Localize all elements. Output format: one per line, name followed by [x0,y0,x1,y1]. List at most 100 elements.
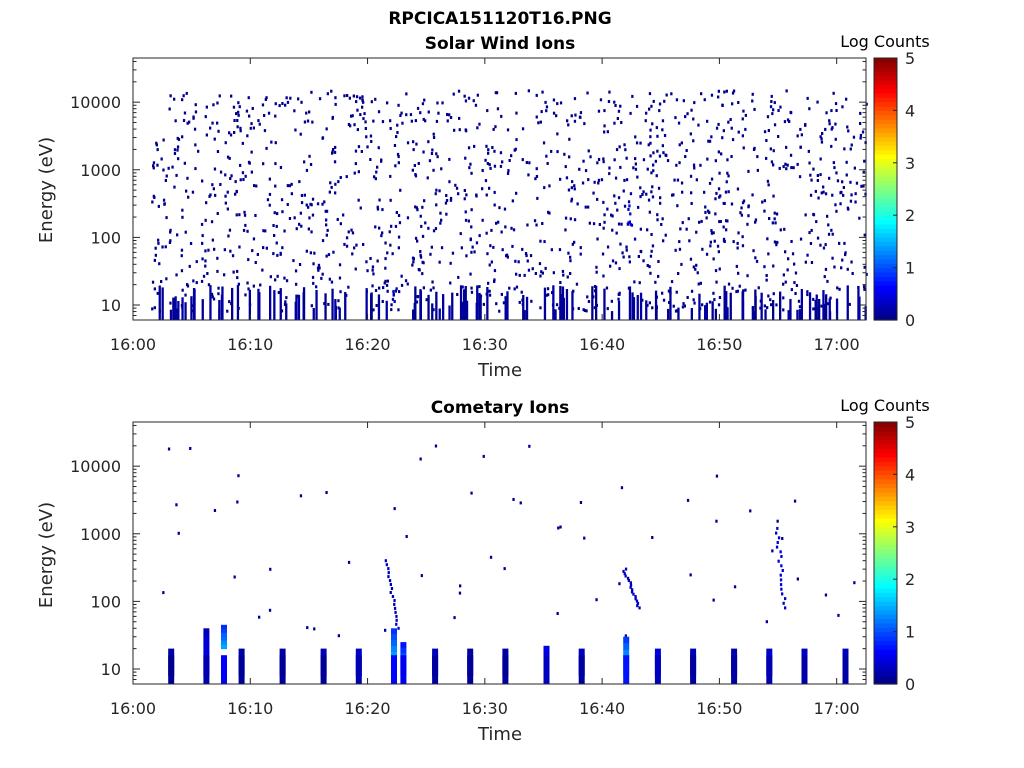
colorbar-segment [874,474,897,480]
colorbar-segment [874,478,897,484]
heatmap-cell [731,648,738,654]
heatmap-cell [754,289,757,320]
heatmap-cell [655,304,658,320]
y-tick-label: 1000 [80,161,121,180]
heatmap-cell [798,175,802,179]
heatmap-cell [498,206,501,210]
heatmap-cell [285,279,289,283]
heatmap-cell [784,162,787,166]
heatmap-cell [432,136,436,139]
heatmap-cell [181,297,184,320]
heatmap-cell [569,272,572,275]
colorbar-segment [874,228,897,234]
heatmap-cell [687,217,690,221]
heatmap-cell [452,92,455,96]
heatmap-cell [595,270,598,274]
heatmap-cell [695,263,698,267]
heatmap-cell [645,111,648,115]
heatmap-cell [154,246,157,250]
heatmap-cell [307,227,310,231]
heatmap-cell [232,105,236,109]
colorbar-segment [874,193,897,199]
x-tick-label: 16:10 [227,335,273,354]
heatmap-cell [459,584,462,588]
heatmap-cell [772,163,775,167]
heatmap-cell [731,286,734,290]
heatmap-cell [564,216,568,220]
heatmap-cell [237,113,240,117]
heatmap-cell [242,228,246,232]
heatmap-cell [773,217,776,221]
heatmap-cell [601,252,605,256]
heatmap-cell [822,190,825,194]
heatmap-cell [283,276,286,280]
heatmap-cell [410,119,413,123]
heatmap-cell [755,259,759,263]
heatmap-cell [244,223,247,227]
heatmap-cell [221,624,227,630]
heatmap-cell [411,263,414,267]
heatmap-cell [779,228,782,232]
heatmap-cell [502,648,509,654]
heatmap-cell [656,218,659,222]
heatmap-cell [377,146,380,150]
heatmap-cell [742,109,745,113]
heatmap-cell [412,257,415,261]
heatmap-cell [785,145,788,149]
heatmap-cell [290,192,293,196]
heatmap-cell [773,101,776,105]
heatmap-cell [649,271,652,275]
heatmap-cell [555,303,559,307]
colorbar-segment [874,491,897,497]
heatmap-cell [815,220,818,224]
heatmap-cell [482,454,485,458]
heatmap-cell [365,260,368,264]
heatmap-cell [421,102,425,106]
heatmap-cell [254,261,257,264]
colorbar-segment [874,544,897,550]
heatmap-cell [535,175,539,178]
heatmap-cell [543,287,547,320]
heatmap-cell [722,201,725,205]
heatmap-cell [346,94,349,97]
heatmap-cell [659,201,662,205]
x-tick-label: 16:10 [227,699,273,718]
heatmap-cell [339,290,342,294]
heatmap-cell [844,251,847,255]
heatmap-cell [374,289,378,292]
heatmap-cell [723,90,726,94]
heatmap-cell [164,245,167,249]
heatmap-cell [724,190,728,194]
heatmap-cell [158,262,161,266]
heatmap-cell [209,285,212,320]
heatmap-cell [620,222,623,226]
heatmap-cell [676,178,680,182]
heatmap-cell [725,89,728,93]
heatmap-cell [370,100,373,104]
colorbar-segment [874,154,897,160]
heatmap-cell [216,121,219,125]
heatmap-cell [228,300,231,304]
heatmap-cell [391,628,397,635]
heatmap-cell [587,300,591,303]
heatmap-cell [442,294,445,320]
colorbar-segment [874,518,897,524]
heatmap-cell [799,237,803,241]
heatmap-cell [323,302,326,305]
heatmap-cell [337,306,340,310]
y-tick-label: 10 [101,660,121,679]
heatmap-cell [481,218,484,222]
heatmap-cell [485,144,488,148]
heatmap-cell [731,102,734,106]
heatmap-cell [169,228,172,232]
heatmap-cell [349,124,352,128]
heatmap-cell [391,646,397,653]
colorbar-segment [874,635,897,641]
heatmap-cell [478,234,481,238]
heatmap-cell [651,185,654,189]
heatmap-cell [432,655,439,684]
heatmap-cell [434,444,438,448]
heatmap-cell [773,123,777,127]
heatmap-cell [779,105,782,109]
